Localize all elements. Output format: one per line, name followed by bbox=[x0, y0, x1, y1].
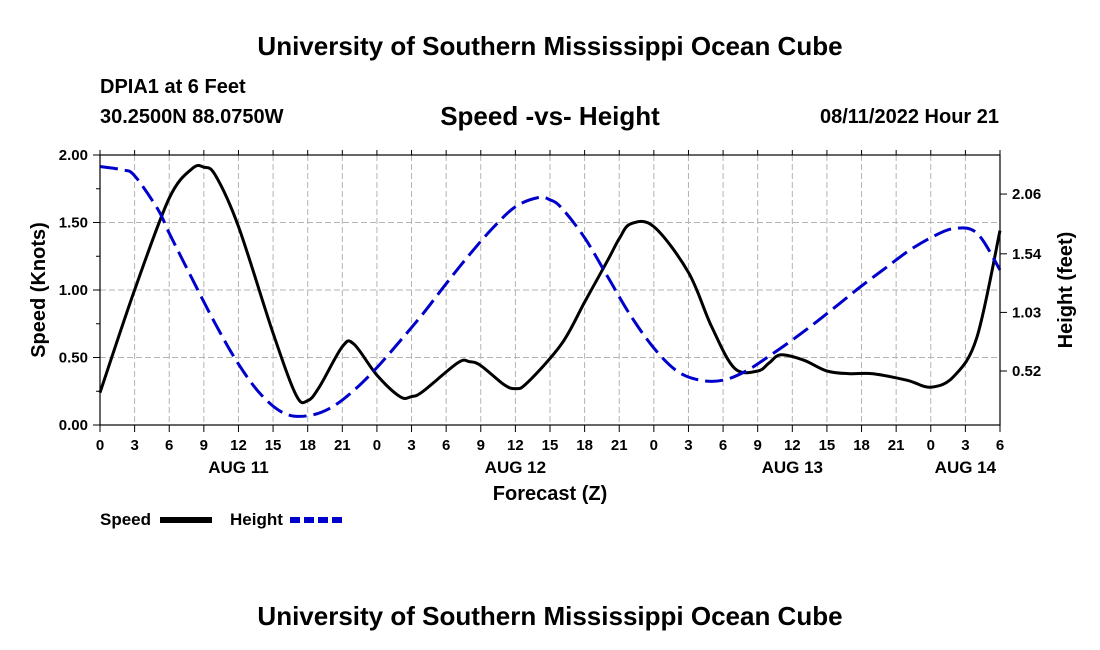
x-tick-label: 0 bbox=[373, 437, 381, 454]
x-tick-label: 9 bbox=[200, 437, 208, 454]
axis-labels: 0 3 6 9 12 15 18 21 0 3 6 9 12 15 18 21 0 3 6 9 12 15 18 21 0 3 6 A… bbox=[59, 147, 1042, 477]
x-tick-label: 21 bbox=[334, 437, 351, 454]
y-tick-label: 1.50 bbox=[59, 215, 88, 232]
x-tick-label: 15 bbox=[265, 437, 282, 454]
y2-axis-title: Height (feet) bbox=[1055, 232, 1077, 349]
y-tick-label: 0.50 bbox=[59, 350, 88, 367]
x-tick-label: 18 bbox=[853, 437, 870, 454]
legend-speed-label: Speed bbox=[100, 510, 151, 529]
x-tick-label: 12 bbox=[784, 437, 801, 454]
y-axis-title: Speed (Knots) bbox=[28, 222, 50, 358]
x-axis-title: Forecast (Z) bbox=[493, 483, 607, 505]
x-day-label: AUG 11 bbox=[208, 458, 268, 477]
x-day-label: AUG 13 bbox=[762, 458, 823, 477]
x-tick-label: 9 bbox=[754, 437, 762, 454]
x-tick-label: 0 bbox=[927, 437, 935, 454]
station-coordinates: 30.2500N 88.0750W bbox=[100, 106, 284, 128]
footer-title: University of Southern Mississippi Ocean… bbox=[257, 601, 843, 631]
x-tick-label: 3 bbox=[961, 437, 969, 454]
x-tick-label: 21 bbox=[888, 437, 905, 454]
y2-tick-label: 2.06 bbox=[1012, 186, 1041, 203]
x-tick-label: 3 bbox=[407, 437, 415, 454]
x-tick-label: 12 bbox=[507, 437, 524, 454]
x-tick-label: 3 bbox=[684, 437, 692, 454]
grid-lines bbox=[100, 155, 1000, 425]
chart-title: University of Southern Mississippi Ocean… bbox=[257, 31, 843, 61]
y-tick-label: 1.00 bbox=[59, 282, 88, 299]
y-tick-label: 2.00 bbox=[59, 147, 88, 164]
y2-tick-label: 0.52 bbox=[1012, 363, 1041, 380]
y-tick-label: 0.00 bbox=[59, 417, 88, 434]
x-tick-label: 9 bbox=[477, 437, 485, 454]
x-tick-label: 0 bbox=[650, 437, 658, 454]
forecast-timestamp: 08/11/2022 Hour 21 bbox=[819, 106, 999, 128]
x-tick-label: 6 bbox=[442, 437, 450, 454]
series-lines bbox=[98, 163, 1002, 418]
x-tick-label: 6 bbox=[719, 437, 727, 454]
x-tick-label: 18 bbox=[576, 437, 593, 454]
x-tick-label: 12 bbox=[230, 437, 247, 454]
series-line-speed bbox=[98, 163, 1002, 405]
x-tick-label: 18 bbox=[299, 437, 316, 454]
legend-height-label: Height bbox=[230, 510, 283, 529]
chart-subtitle: Speed -vs- Height bbox=[440, 101, 660, 131]
x-tick-label: 21 bbox=[611, 437, 628, 454]
y2-tick-label: 1.03 bbox=[1012, 304, 1041, 321]
station-name: DPIA1 at 6 Feet bbox=[100, 76, 246, 98]
speed-height-chart: 0 3 6 9 12 15 18 21 0 3 6 9 12 15 18 21 0 3 6 9 12 15 18 21 0 3 6 A… bbox=[28, 147, 1077, 529]
x-tick-label: 0 bbox=[96, 437, 104, 454]
series-line-height bbox=[99, 165, 1002, 418]
y2-tick-label: 1.54 bbox=[1012, 246, 1042, 263]
x-tick-label: 15 bbox=[542, 437, 559, 454]
x-day-label: AUG 14 bbox=[935, 458, 997, 477]
legend: Speed Height bbox=[100, 510, 342, 529]
x-day-label: AUG 12 bbox=[485, 458, 546, 477]
x-tick-label: 15 bbox=[819, 437, 836, 454]
x-tick-label: 3 bbox=[130, 437, 138, 454]
x-tick-label: 6 bbox=[996, 437, 1004, 454]
x-tick-label: 6 bbox=[165, 437, 173, 454]
axis-ticks bbox=[93, 150, 1007, 432]
